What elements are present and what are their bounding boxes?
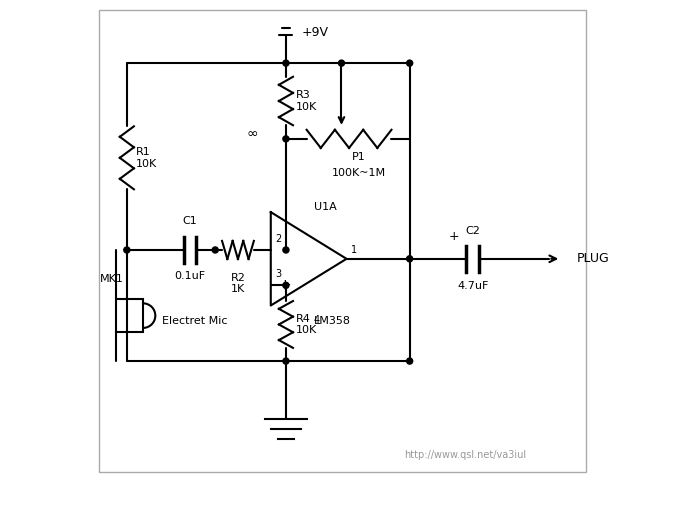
Text: C2: C2 (465, 226, 480, 235)
Text: 3: 3 (275, 269, 281, 279)
Circle shape (407, 256, 413, 262)
Text: MK1: MK1 (100, 274, 124, 284)
Text: PLUG: PLUG (577, 252, 609, 265)
Text: C1: C1 (182, 216, 197, 226)
Text: R3
10K: R3 10K (296, 90, 317, 112)
Circle shape (407, 60, 413, 66)
Text: +9V: +9V (302, 26, 329, 39)
Text: http://www.qsl.net/va3iul: http://www.qsl.net/va3iul (404, 449, 526, 460)
Text: +: + (279, 278, 291, 293)
Text: ∞: ∞ (247, 127, 258, 141)
Text: 0.1uF: 0.1uF (175, 271, 206, 281)
Text: P1: P1 (352, 152, 366, 162)
Text: LM358: LM358 (314, 316, 351, 326)
Text: 100K~1M: 100K~1M (332, 168, 386, 178)
Text: +: + (449, 230, 459, 243)
Circle shape (283, 136, 289, 142)
Circle shape (283, 282, 289, 288)
Circle shape (283, 60, 289, 66)
Text: -: - (282, 242, 288, 258)
Text: Electret Mic: Electret Mic (162, 316, 228, 326)
Bar (116, 299, 143, 332)
Circle shape (212, 247, 218, 253)
Text: 2: 2 (275, 234, 281, 244)
Text: 4.7uF: 4.7uF (457, 281, 488, 291)
Text: U1A: U1A (314, 202, 336, 212)
Circle shape (283, 247, 289, 253)
Text: 4: 4 (313, 315, 319, 325)
Text: R4
10K: R4 10K (296, 314, 317, 335)
Circle shape (338, 60, 345, 66)
Circle shape (407, 358, 413, 364)
Circle shape (283, 358, 289, 364)
Text: 1: 1 (351, 245, 356, 255)
Circle shape (124, 247, 130, 253)
Text: R1
10K: R1 10K (136, 147, 157, 169)
Text: R2
1K: R2 1K (230, 273, 246, 294)
